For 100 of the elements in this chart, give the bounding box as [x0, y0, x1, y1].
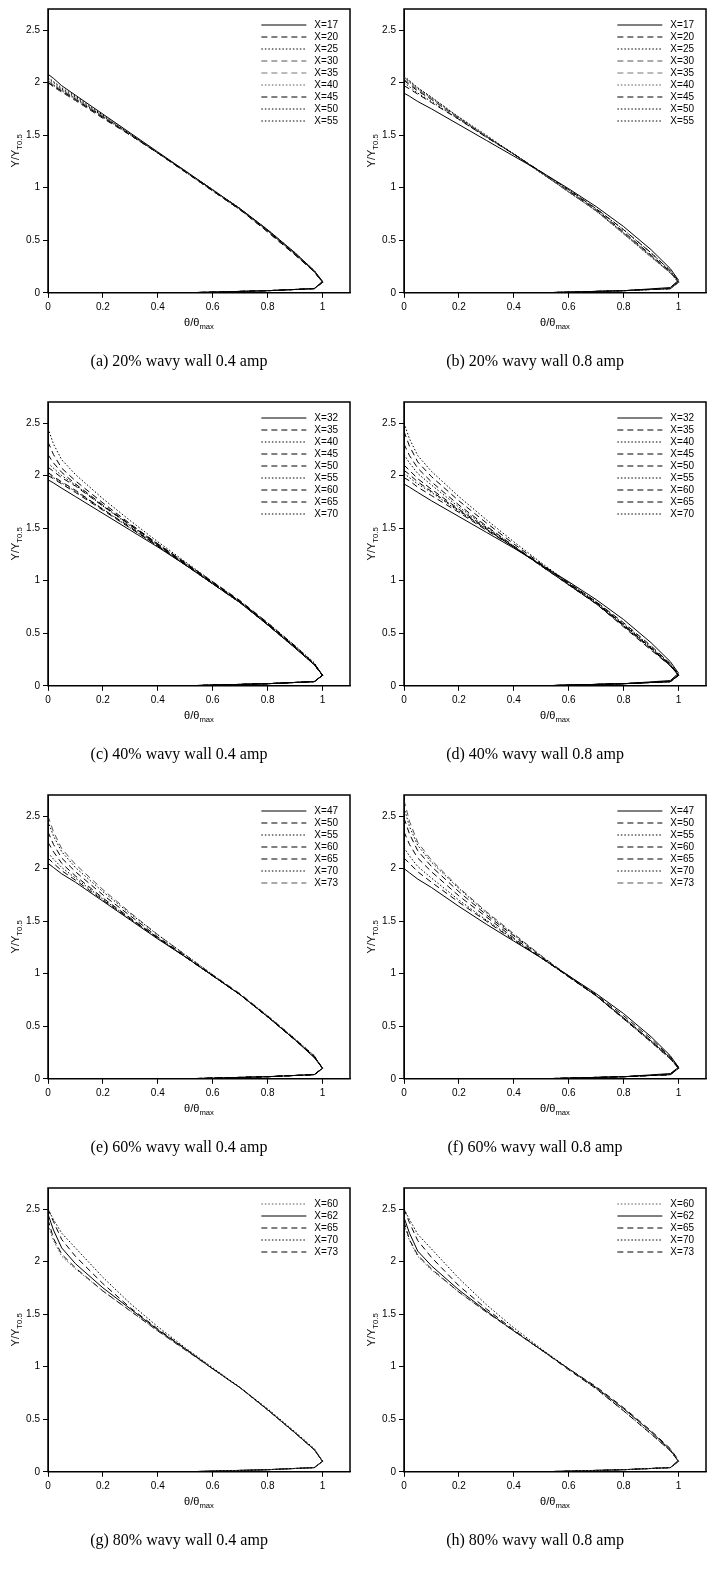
x-tick-label: 1 — [319, 1086, 326, 1098]
x-tick-label: 1 — [319, 300, 326, 312]
x-tick-label: 0.8 — [616, 1086, 632, 1098]
y-tick-label: 0 — [34, 286, 41, 298]
legend-label: X=73 — [314, 876, 339, 888]
legend-label: X=65 — [670, 852, 695, 864]
legend-label: X=70 — [314, 864, 339, 876]
x-tick-label: 0.2 — [95, 693, 111, 705]
y-tick-label: 1 — [390, 1360, 397, 1372]
legend-label: X=17 — [314, 18, 339, 30]
y-tick-label: 2.5 — [26, 1202, 41, 1214]
text: (h) 80% wavy wall 0.8 amp — [446, 1530, 624, 1549]
y-tick-label: 0.5 — [26, 626, 41, 638]
legend-label: X=30 — [314, 54, 339, 66]
y-tick-label: 0.5 — [26, 1019, 41, 1031]
y-tick-label: 1 — [34, 181, 41, 193]
x-tick-label: 0 — [45, 1086, 52, 1098]
x-tick-label: 0.4 — [506, 1086, 522, 1098]
x-tick-label: 0.6 — [205, 1479, 221, 1491]
legend-label: X=25 — [670, 42, 695, 54]
y-tick-label: 2.5 — [26, 23, 41, 35]
x-tick-label: 0 — [401, 300, 408, 312]
x-tick-label: 0.2 — [451, 1086, 467, 1098]
text: (c) 40% wavy wall 0.4 amp — [90, 744, 268, 763]
legend-label: X=25 — [314, 42, 339, 54]
y-tick-label: 2 — [390, 76, 397, 88]
y-tick-label: 0.5 — [382, 1019, 397, 1031]
y-tick-label: 0.5 — [382, 233, 397, 245]
legend-label: X=40 — [314, 78, 339, 90]
x-tick-label: 0.6 — [561, 693, 577, 705]
x-tick-label: 0 — [45, 1479, 52, 1491]
legend-label: X=35 — [314, 66, 339, 78]
legend-label: X=55 — [314, 114, 339, 126]
y-tick-label: 1.5 — [26, 1307, 41, 1319]
y-tick-label: 2 — [34, 76, 41, 88]
y-tick-label: 0.5 — [382, 1412, 397, 1424]
x-tick-label: 0.6 — [561, 1086, 577, 1098]
legend-label: X=70 — [670, 507, 695, 519]
y-tick-label: 2.5 — [382, 416, 397, 428]
y-tick-label: 1 — [34, 967, 41, 979]
y-tick-label: 1.5 — [382, 1307, 397, 1319]
y-tick-label: 1.5 — [382, 521, 397, 533]
x-tick-label: 0.8 — [260, 1479, 276, 1491]
legend-label: X=60 — [314, 483, 339, 495]
x-tick-label: 0.8 — [616, 300, 632, 312]
y-tick-label: 1 — [34, 574, 41, 586]
x-tick-label: 0 — [401, 1086, 408, 1098]
y-tick-label: 1.5 — [26, 914, 41, 926]
x-tick-label: 0.2 — [95, 300, 111, 312]
x-tick-label: 0.4 — [150, 693, 166, 705]
legend-label: X=60 — [314, 840, 339, 852]
x-tick-label: 0.2 — [451, 300, 467, 312]
y-tick-label: 2.5 — [382, 23, 397, 35]
x-tick-label: 0.4 — [150, 1086, 166, 1098]
legend-label: X=50 — [314, 102, 339, 114]
legend-label: X=50 — [314, 459, 339, 471]
y-tick-label: 2.5 — [26, 416, 41, 428]
legend-label: X=50 — [670, 459, 695, 471]
x-tick-label: 1 — [675, 693, 682, 705]
x-tick-label: 0.8 — [616, 693, 632, 705]
legend-label: X=73 — [670, 1245, 695, 1257]
legend-label: X=65 — [314, 1221, 339, 1233]
y-tick-label: 0 — [390, 679, 397, 691]
x-tick-label: 1 — [319, 693, 326, 705]
legend-label: X=20 — [314, 30, 339, 42]
x-tick-label: 0.2 — [451, 693, 467, 705]
x-tick-label: 1 — [675, 1479, 682, 1491]
legend-label: X=35 — [670, 66, 695, 78]
legend-label: X=55 — [314, 828, 339, 840]
x-tick-label: 1 — [675, 1086, 682, 1098]
legend-label: X=70 — [314, 1233, 339, 1245]
y-tick-label: 2 — [34, 469, 41, 481]
text: (b) 20% wavy wall 0.8 amp — [446, 351, 624, 370]
legend-label: X=45 — [314, 447, 339, 459]
legend-label: X=45 — [314, 90, 339, 102]
x-tick-label: 0.2 — [95, 1479, 111, 1491]
y-tick-label: 2.5 — [382, 809, 397, 821]
x-tick-label: 0 — [401, 1479, 408, 1491]
y-tick-label: 1 — [390, 181, 397, 193]
legend-label: X=73 — [670, 876, 695, 888]
x-tick-label: 0.4 — [506, 693, 522, 705]
legend-label: X=65 — [314, 852, 339, 864]
y-tick-label: 0.5 — [26, 233, 41, 245]
x-tick-label: 0.8 — [260, 693, 276, 705]
y-tick-label: 2 — [390, 469, 397, 481]
x-tick-label: 0.4 — [506, 300, 522, 312]
y-tick-label: 1 — [390, 967, 397, 979]
text: (f) 60% wavy wall 0.8 amp — [447, 1137, 623, 1156]
x-tick-label: 1 — [675, 300, 682, 312]
legend-label: X=55 — [670, 471, 695, 483]
legend-label: X=62 — [314, 1209, 339, 1221]
text: (e) 60% wavy wall 0.4 amp — [90, 1137, 268, 1156]
legend-label: X=40 — [670, 78, 695, 90]
y-tick-label: 2 — [34, 862, 41, 874]
x-tick-label: 0.2 — [95, 1086, 111, 1098]
legend-label: X=45 — [670, 90, 695, 102]
x-tick-label: 0 — [45, 300, 52, 312]
legend-label: X=60 — [670, 840, 695, 852]
legend-label: X=65 — [314, 495, 339, 507]
legend-label: X=32 — [314, 411, 339, 423]
